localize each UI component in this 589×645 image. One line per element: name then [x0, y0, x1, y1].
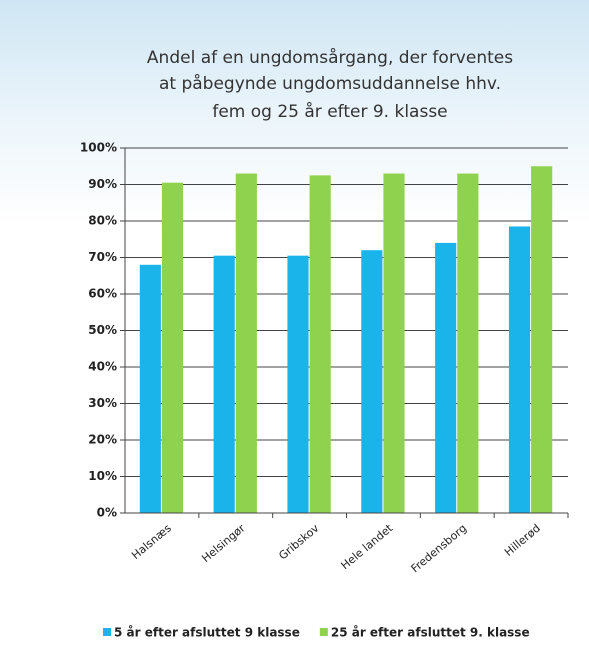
y-tick-label: 50%: [88, 323, 117, 337]
chart-title: at påbegynde ungdomsuddannelse hhv.: [159, 73, 501, 94]
y-tick-label: 70%: [88, 250, 117, 264]
y-tick-label: 0%: [97, 506, 117, 520]
legend-label: 25 år efter afsluttet 9. klasse: [331, 626, 530, 640]
bar: [531, 166, 552, 513]
y-tick-label: 10%: [88, 469, 117, 483]
bar: [236, 174, 257, 513]
bar: [287, 256, 308, 513]
legend-label: 5 år efter afsluttet 9 klasse: [114, 626, 300, 640]
bar: [435, 243, 456, 513]
chart-title: fem og 25 år efter 9. klasse: [212, 101, 447, 122]
chart-title: Andel af en ungdomsårgang, der forventes: [147, 47, 513, 68]
bar: [383, 174, 404, 513]
y-tick-label: 30%: [88, 396, 117, 410]
y-tick-label: 80%: [88, 214, 117, 228]
bar: [361, 250, 382, 513]
bar: [457, 174, 478, 513]
bar: [509, 226, 530, 513]
y-tick-label: 90%: [88, 177, 117, 191]
y-tick-label: 60%: [88, 287, 117, 301]
y-tick-label: 20%: [88, 433, 117, 447]
y-tick-label: 40%: [88, 360, 117, 374]
bar: [162, 183, 183, 513]
bar: [310, 175, 331, 513]
legend-swatch: [320, 628, 328, 636]
bar: [140, 265, 161, 513]
legend-swatch: [103, 628, 111, 636]
bar: [214, 256, 235, 513]
chart: Andel af en ungdomsårgang, der forventes…: [0, 0, 589, 645]
y-tick-label: 100%: [80, 141, 117, 155]
